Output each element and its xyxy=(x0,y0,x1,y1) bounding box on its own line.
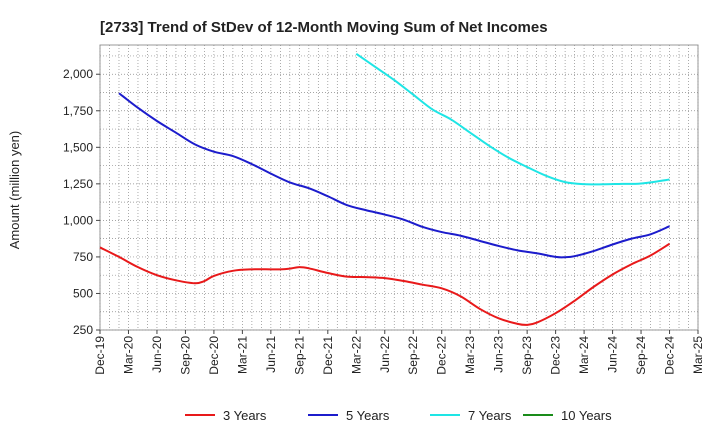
x-tick-label: Sep-21 xyxy=(292,336,306,375)
x-tick-label: Dec-23 xyxy=(549,336,563,375)
x-tick-label: Sep-20 xyxy=(178,336,192,375)
x-tick-label: Dec-20 xyxy=(207,336,221,375)
x-tick-label: Dec-24 xyxy=(663,336,677,375)
y-tick-label: 2,000 xyxy=(63,67,93,81)
legend-item-5-years: 5 Years xyxy=(308,408,390,423)
y-tick-label: 1,000 xyxy=(63,213,93,227)
x-tick-label: Mar-21 xyxy=(235,336,249,374)
legend-item-3-years: 3 Years xyxy=(185,408,267,423)
legend-label: 10 Years xyxy=(561,408,612,423)
series-line-3-years xyxy=(99,242,671,326)
x-tick-label: Mar-25 xyxy=(691,336,705,374)
x-tick-label: Sep-22 xyxy=(406,336,420,375)
y-tick-label: 1,250 xyxy=(63,177,93,191)
legend: 3 Years 5 Years 7 Years 10 Years xyxy=(185,408,612,423)
x-tick-label: Jun-20 xyxy=(150,336,164,373)
x-axis-ticks: Dec-19 Mar-20 Jun-20 Sep-20 Dec-20 Mar-21 Jun-… xyxy=(93,330,705,375)
y-axis-label: Amount (million yen) xyxy=(7,131,22,250)
y-axis-ticks: 250 500 750 1,000 1,250 1,500 1,750 2,000 xyxy=(63,67,100,337)
y-tick-label: 1,500 xyxy=(63,140,93,154)
series-line-7-years xyxy=(355,52,670,186)
x-tick-label: Mar-20 xyxy=(121,336,135,374)
x-tick-label: Dec-22 xyxy=(435,336,449,375)
x-tick-label: Mar-23 xyxy=(463,336,477,374)
x-tick-label: Dec-21 xyxy=(321,336,335,375)
legend-item-7-years: 7 Years xyxy=(430,408,512,423)
x-tick-label: Jun-22 xyxy=(378,336,392,373)
series-group xyxy=(99,52,671,326)
x-tick-label: Sep-24 xyxy=(634,336,648,375)
x-tick-label: Mar-22 xyxy=(349,336,363,374)
x-tick-label: Jun-23 xyxy=(492,336,506,373)
y-tick-label: 500 xyxy=(73,286,93,300)
x-tick-label: Dec-19 xyxy=(93,336,107,375)
legend-item-10-years: 10 Years xyxy=(523,408,612,423)
x-tick-label: Mar-24 xyxy=(577,336,591,374)
plot-frame xyxy=(99,44,699,331)
chart-title: [2733] Trend of StDev of 12-Month Moving… xyxy=(100,19,548,36)
legend-label: 5 Years xyxy=(346,408,390,423)
x-tick-label: Sep-23 xyxy=(520,336,534,375)
y-tick-label: 750 xyxy=(73,250,93,264)
legend-label: 3 Years xyxy=(223,408,267,423)
y-tick-label: 250 xyxy=(73,323,93,337)
x-tick-label: Jun-21 xyxy=(264,336,278,373)
series-line-5-years xyxy=(118,92,670,259)
legend-label: 7 Years xyxy=(468,408,512,423)
y-tick-label: 1,750 xyxy=(63,104,93,118)
x-tick-label: Jun-24 xyxy=(606,336,620,373)
